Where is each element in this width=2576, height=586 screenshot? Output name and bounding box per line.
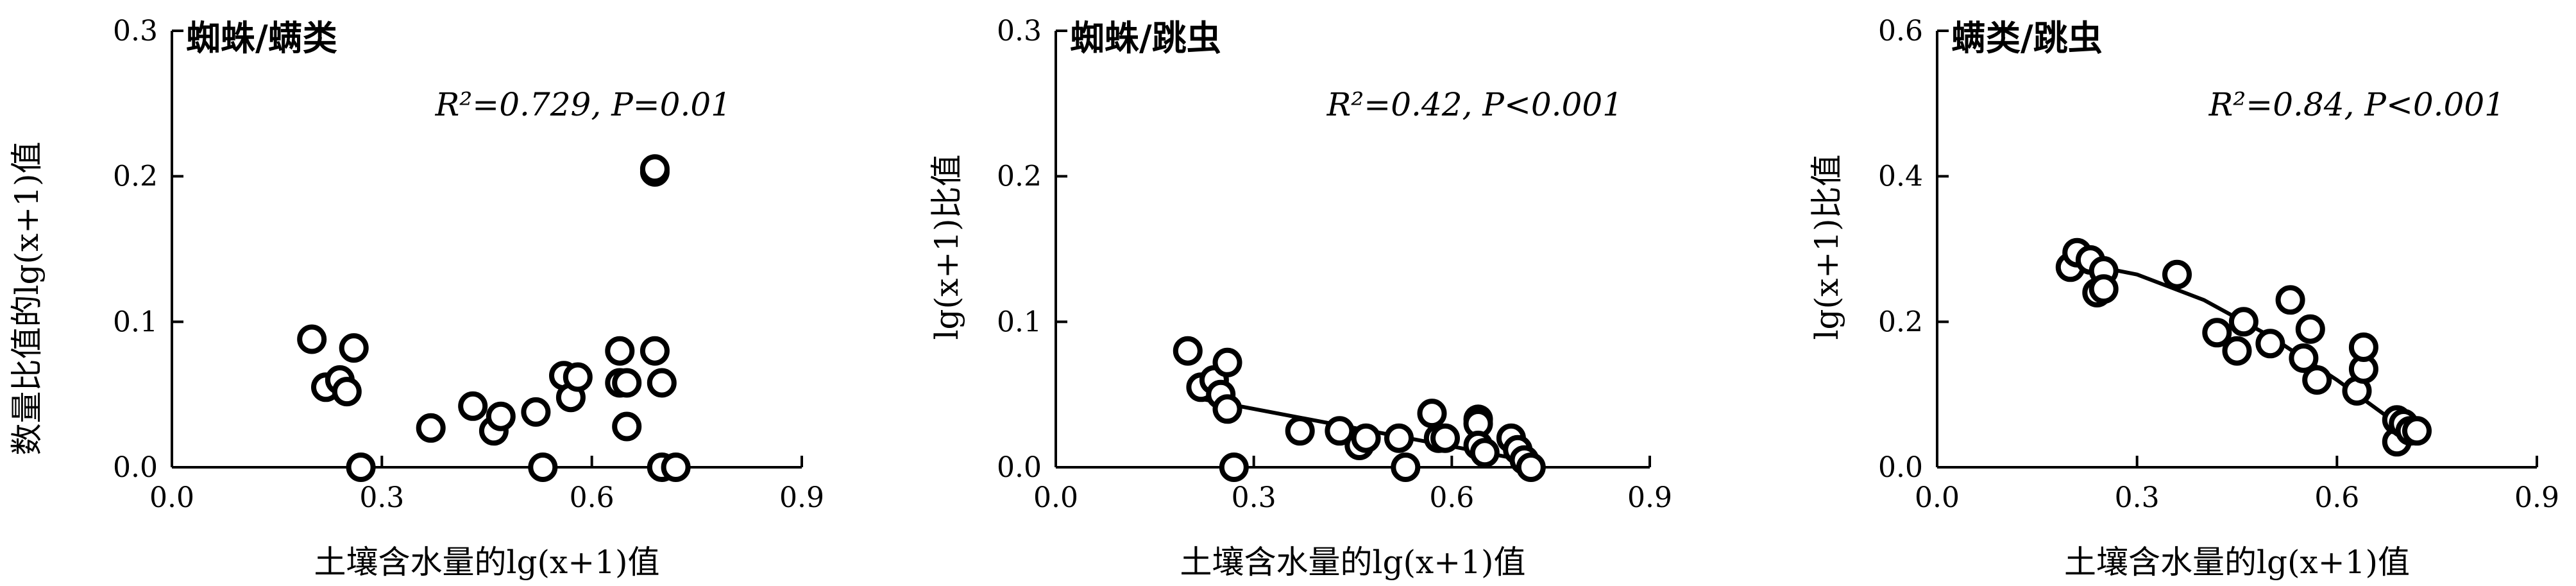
data-point	[2222, 336, 2252, 366]
data-point	[2162, 259, 2192, 289]
data-point	[2302, 365, 2332, 395]
data-point	[2089, 274, 2119, 304]
x-tick-label: 0.0	[1033, 481, 1078, 514]
data-point	[1173, 336, 1203, 366]
data-point	[2275, 285, 2305, 315]
data-point	[640, 154, 670, 184]
x-axis-label: 土壤含水量的lg(x+1)值	[1180, 544, 1526, 581]
panel-title: 螨类/跳虫	[1951, 17, 2103, 58]
data-point	[640, 336, 670, 366]
y-tick-label: 0.2	[997, 160, 1042, 193]
regression-stats: R²=0.729, P=0.01	[435, 86, 731, 123]
x-tick-label: 0.0	[149, 481, 194, 514]
data-point	[1417, 399, 1447, 429]
data-point	[2402, 416, 2432, 446]
panel-title: 蜘蛛/跳虫	[1070, 17, 1221, 58]
data-point	[332, 377, 362, 407]
y-tick-label: 0.2	[113, 160, 158, 193]
data-point	[647, 368, 677, 398]
x-tick-label: 0.0	[1915, 481, 1960, 514]
data-point	[458, 391, 488, 421]
data-point	[1351, 423, 1381, 453]
y-tick-label: 0.0	[997, 451, 1042, 484]
data-point	[1219, 452, 1249, 482]
x-tick-label: 0.9	[779, 481, 824, 514]
data-point	[1391, 452, 1421, 482]
data-point	[2202, 318, 2232, 348]
y-axis-label: 数量比值的lg(x+1)值	[8, 142, 46, 456]
data-point	[1470, 438, 1500, 468]
data-point	[1430, 423, 1460, 453]
y-tick-label: 0.0	[1878, 451, 1923, 484]
data-point	[346, 452, 376, 482]
x-axis-label: 土壤含水量的lg(x+1)值	[2064, 544, 2410, 581]
data-point	[297, 324, 327, 354]
regression-stats: R²=0.84, P<0.001	[2208, 86, 2505, 123]
data-point	[2289, 343, 2319, 373]
x-tick-label: 0.6	[570, 481, 614, 514]
data-point	[2255, 329, 2285, 359]
data-point	[605, 336, 635, 366]
data-point	[2228, 307, 2258, 337]
data-point	[1516, 452, 1546, 482]
data-point	[486, 401, 516, 431]
x-tick-label: 0.3	[2115, 481, 2160, 514]
data-point	[528, 452, 558, 482]
y-tick-label: 0.0	[113, 451, 158, 484]
data-point	[2348, 332, 2378, 362]
y-tick-label: 0.1	[113, 306, 158, 338]
panel-spider-springtail: 0.0 0.1 0.2 0.3 0.0 0.3 0.6 0.9 土壤含水量的lg(x+1)值 lg…	[928, 15, 1672, 581]
x-tick-label: 0.6	[1429, 481, 1474, 514]
data-point	[661, 452, 691, 482]
y-tick-label: 0.6	[1878, 15, 1923, 47]
data-point	[612, 368, 642, 398]
data-point	[1325, 416, 1355, 446]
panel-spider-mite: 0.0 0.1 0.2 0.3 0.0 0.3 0.6 0.9 土壤含水量的lg(x+1)值 数量…	[8, 15, 824, 581]
data-point	[612, 411, 642, 442]
data-point	[563, 362, 593, 392]
data-point	[1212, 347, 1242, 377]
x-tick-label: 0.3	[359, 481, 404, 514]
regression-stats: R²=0.42, P<0.001	[1326, 86, 1623, 123]
y-tick-label: 0.3	[113, 15, 158, 47]
y-axis-label: lg(x+1)比值	[928, 155, 965, 340]
panel-mite-springtail: 0.0 0.2 0.4 0.6 0.0 0.3 0.6 0.9 土壤含水量的lg(x+1)值 lg…	[1808, 15, 2559, 581]
data-point	[1212, 394, 1242, 424]
data-point	[339, 333, 369, 363]
y-axis-label: lg(x+1)比值	[1808, 155, 1845, 340]
data-point	[1384, 423, 1414, 453]
y-tick-label: 0.3	[997, 15, 1042, 47]
x-tick-label: 0.6	[2314, 481, 2359, 514]
y-tick-label: 0.4	[1878, 160, 1923, 193]
data-point	[1285, 416, 1315, 446]
y-tick-label: 0.1	[997, 306, 1042, 338]
x-tick-label: 0.9	[1627, 481, 1672, 514]
x-tick-label: 0.3	[1232, 481, 1276, 514]
panel-title: 蜘蛛/螨类	[186, 17, 337, 58]
data-point	[2295, 314, 2325, 344]
y-tick-label: 0.2	[1878, 306, 1923, 338]
x-tick-label: 0.9	[2514, 481, 2559, 514]
x-axis-label: 土壤含水量的lg(x+1)值	[314, 544, 660, 581]
data-point	[521, 397, 551, 427]
data-point	[416, 413, 446, 443]
